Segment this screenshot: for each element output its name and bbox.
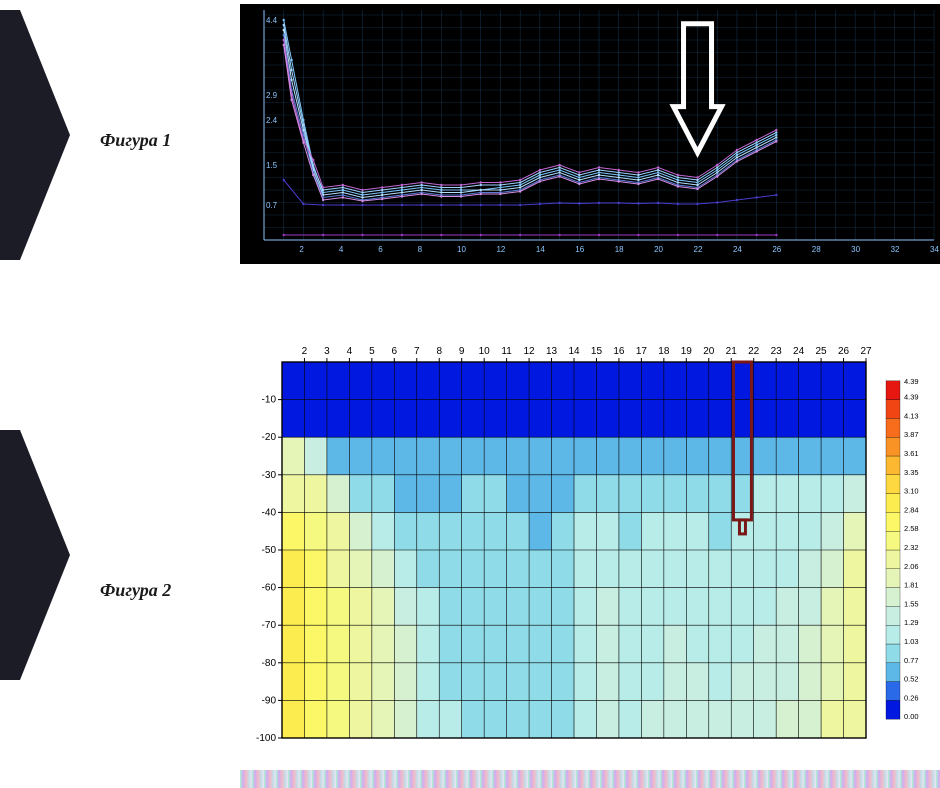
tab-shape [0,10,70,260]
svg-text:3: 3 [324,346,330,357]
svg-text:4: 4 [347,346,353,357]
svg-text:21: 21 [726,346,738,357]
svg-text:7: 7 [414,346,420,357]
svg-text:-40: -40 [262,507,277,518]
svg-text:19: 19 [681,346,693,357]
svg-text:4.4: 4.4 [266,16,278,25]
side-tab-1 [0,10,70,260]
svg-text:-20: -20 [262,432,277,443]
svg-text:0.52: 0.52 [904,675,919,684]
svg-text:-90: -90 [262,695,277,706]
svg-text:20: 20 [654,245,663,254]
svg-text:30: 30 [851,245,860,254]
svg-text:2: 2 [299,245,304,254]
svg-text:5: 5 [369,346,375,357]
svg-text:16: 16 [575,245,584,254]
svg-text:2.06: 2.06 [904,562,919,571]
side-tab-2 [0,430,70,680]
svg-text:6: 6 [378,245,383,254]
svg-text:1.03: 1.03 [904,637,919,646]
svg-text:10: 10 [457,245,466,254]
svg-text:0.7: 0.7 [266,201,278,210]
svg-text:12: 12 [496,245,505,254]
svg-text:4: 4 [339,245,344,254]
svg-text:26: 26 [838,346,850,357]
svg-text:-60: -60 [262,583,277,594]
svg-text:1.81: 1.81 [904,581,919,590]
svg-text:28: 28 [812,245,821,254]
svg-text:25: 25 [816,346,828,357]
svg-text:23: 23 [771,346,783,357]
svg-text:18: 18 [615,245,624,254]
svg-text:17: 17 [636,346,648,357]
tab-shape [0,430,70,680]
page: Фигура 1 Фигура 2 0.71.52.42.94.42468101… [0,0,940,788]
svg-text:18: 18 [658,346,670,357]
svg-text:2.9: 2.9 [266,91,278,100]
svg-text:3.10: 3.10 [904,487,919,496]
figure2-chart: 2345678910111213141516171819202122232425… [240,340,940,750]
svg-text:2: 2 [302,346,308,357]
svg-text:16: 16 [613,346,625,357]
svg-text:14: 14 [568,346,580,357]
svg-text:8: 8 [436,346,442,357]
svg-text:-100: -100 [256,733,276,744]
svg-text:-80: -80 [262,658,277,669]
figure2-svg: 2345678910111213141516171819202122232425… [240,340,940,750]
footer-noise [240,770,940,788]
svg-text:14: 14 [536,245,545,254]
svg-text:-30: -30 [262,470,277,481]
figure2-label: Фигура 2 [100,580,171,601]
svg-text:34: 34 [930,245,939,254]
svg-text:0.26: 0.26 [904,693,919,702]
svg-text:13: 13 [546,346,558,357]
svg-text:3.87: 3.87 [904,430,919,439]
svg-text:24: 24 [793,346,805,357]
svg-text:0.00: 0.00 [904,712,919,721]
svg-text:4.13: 4.13 [904,411,919,420]
svg-text:15: 15 [591,346,603,357]
figure1-svg: 0.71.52.42.94.42468101214161820222426283… [240,4,940,264]
svg-text:-50: -50 [262,545,277,556]
svg-text:20: 20 [703,346,715,357]
svg-text:2.84: 2.84 [904,505,919,514]
svg-text:1.5: 1.5 [266,161,278,170]
svg-text:12: 12 [524,346,536,357]
svg-text:22: 22 [748,346,760,357]
figure1-label: Фигура 1 [100,130,171,151]
svg-text:9: 9 [459,346,465,357]
svg-text:3.35: 3.35 [904,468,919,477]
svg-text:1.29: 1.29 [904,618,919,627]
svg-text:10: 10 [479,346,491,357]
svg-text:-70: -70 [262,620,277,631]
svg-text:22: 22 [694,245,703,254]
svg-text:6: 6 [392,346,398,357]
svg-text:1.55: 1.55 [904,599,919,608]
svg-text:4.39: 4.39 [904,377,919,386]
svg-text:27: 27 [860,346,872,357]
svg-text:11: 11 [501,346,512,357]
svg-text:26: 26 [772,245,781,254]
svg-text:2.4: 2.4 [266,116,278,125]
svg-text:-10: -10 [262,395,277,406]
figure1-chart: 0.71.52.42.94.42468101214161820222426283… [240,4,940,264]
svg-text:0.77: 0.77 [904,656,919,665]
svg-text:8: 8 [418,245,423,254]
svg-text:3.61: 3.61 [904,449,919,458]
svg-text:2.58: 2.58 [904,524,919,533]
svg-text:4.39: 4.39 [904,393,919,402]
svg-text:24: 24 [733,245,742,254]
svg-text:32: 32 [891,245,900,254]
svg-text:2.32: 2.32 [904,543,919,552]
